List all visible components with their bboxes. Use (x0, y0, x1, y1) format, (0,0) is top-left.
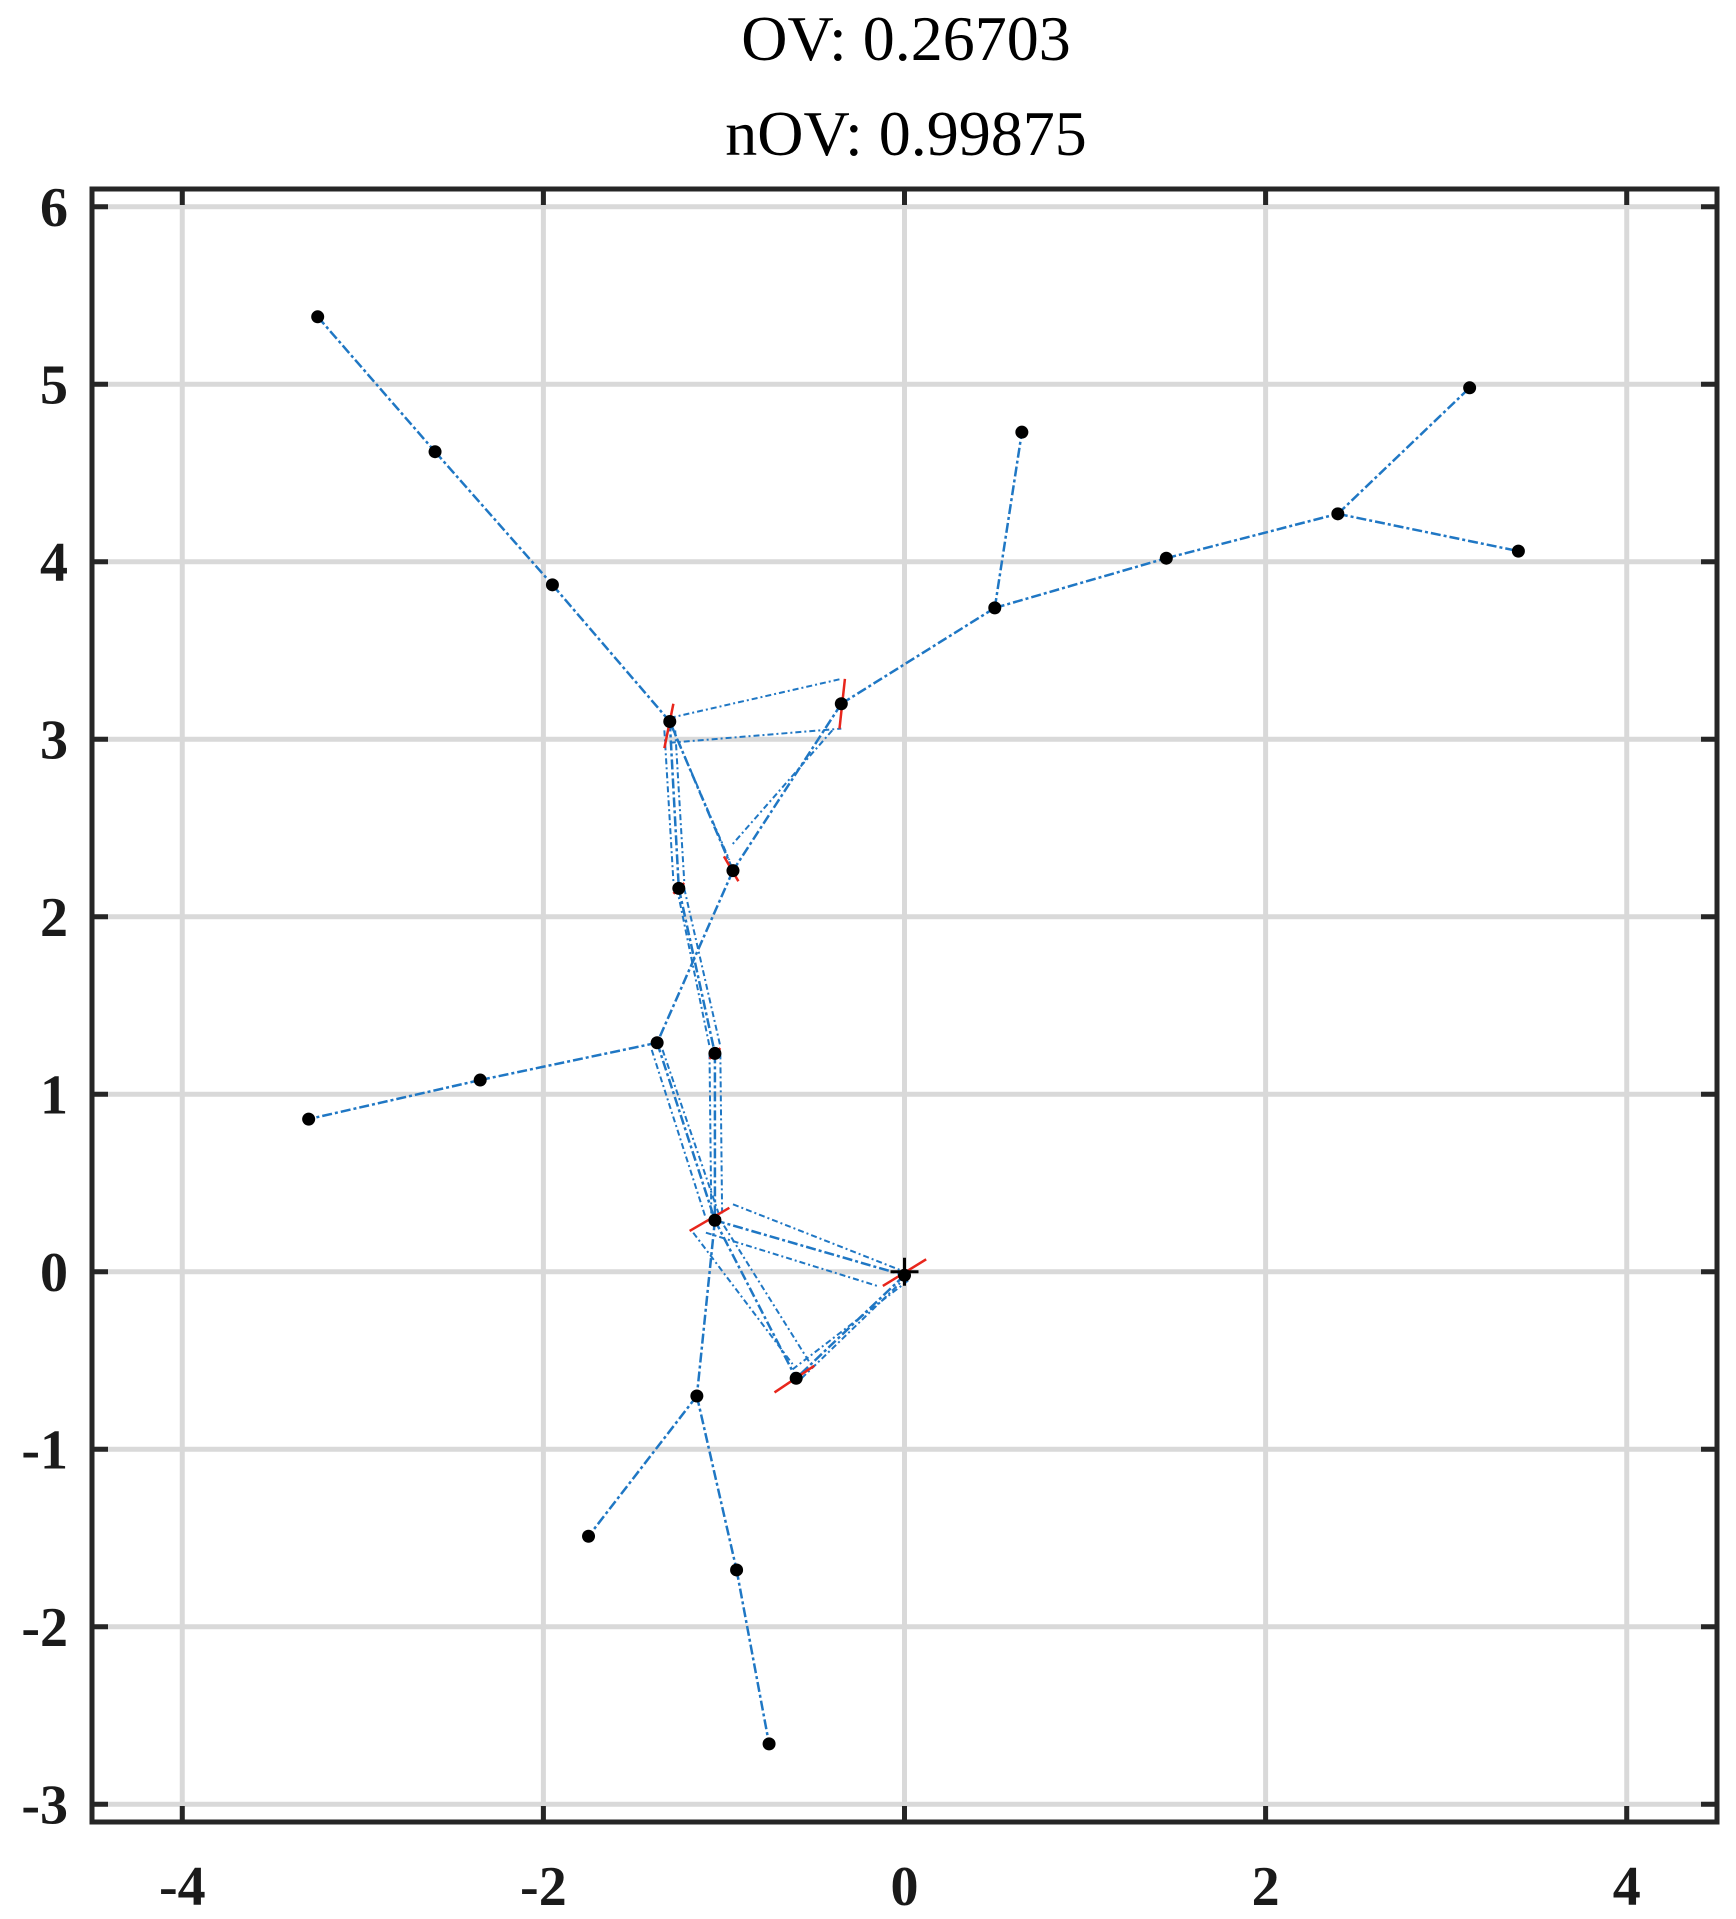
data-point (545, 578, 559, 592)
y-tick-label: -2 (21, 1597, 68, 1659)
chart-title: OV: 0.26703 (741, 3, 1070, 74)
tree-edge (1337, 512, 1519, 553)
tree-edge (1336, 386, 1471, 515)
tree-edge (695, 1395, 738, 1571)
x-tick-label: -2 (520, 1856, 567, 1918)
data-point (1159, 551, 1173, 565)
tree-edge (655, 870, 735, 1044)
tree-edge (713, 1219, 798, 1379)
tree-edge (308, 1078, 481, 1121)
y-tick-label: 2 (40, 887, 68, 949)
loop-line (719, 1053, 724, 1215)
loop-line (708, 1053, 713, 1215)
x-tick-label: 0 (891, 1856, 919, 1918)
tree-edge (551, 584, 671, 723)
x-tick-label: 4 (1613, 1856, 1641, 1918)
data-point (302, 1112, 316, 1126)
loop-line (661, 1049, 722, 1219)
data-point (690, 1389, 704, 1403)
loop-line (674, 730, 686, 882)
data-point (473, 1073, 487, 1087)
data-point (1015, 425, 1029, 439)
data-point (1331, 507, 1345, 521)
loop-line (723, 1225, 812, 1365)
loop-line (676, 888, 711, 1047)
tree-edge (668, 721, 681, 889)
tree-edge (695, 1220, 717, 1397)
y-tick-label: 1 (40, 1064, 68, 1126)
data-point (311, 310, 325, 324)
tree-edge (994, 556, 1167, 610)
x-tick-label: -4 (159, 1856, 206, 1918)
edge-layer (308, 315, 1519, 1745)
y-tick-label: 3 (40, 709, 68, 771)
loop-line (669, 677, 842, 719)
tree-edge (731, 703, 843, 872)
data-point (650, 1036, 664, 1050)
data-point (834, 697, 848, 711)
tree-edge (316, 315, 436, 453)
data-point (789, 1371, 803, 1385)
tree-edge (587, 1395, 698, 1537)
loop-line (669, 727, 842, 744)
tree-edge (993, 431, 1024, 609)
tree-edge (668, 721, 735, 872)
tree-edge (1165, 512, 1339, 560)
data-point (1463, 381, 1477, 395)
tree-edge (479, 1041, 658, 1082)
data-point (730, 1563, 744, 1577)
tree-edge (735, 1569, 771, 1745)
tree-edge (677, 888, 717, 1054)
loop-line (663, 730, 675, 882)
data-point (708, 1046, 722, 1060)
tick-label-layer: -4 -2 0 2 4 -3 -2 -1 0 1 2 3 4 5 6 (21, 177, 1640, 1918)
loop-layer (650, 677, 913, 1379)
tree-edge (714, 1219, 905, 1277)
data-point (663, 715, 677, 728)
loop-line (650, 1049, 707, 1219)
tree-edge (434, 450, 554, 586)
y-tick-label: 4 (40, 532, 68, 594)
tree-edge (655, 1042, 717, 1221)
data-point (762, 1737, 776, 1751)
data-point (672, 881, 686, 895)
data-point (708, 1213, 722, 1227)
loop-line (791, 1279, 909, 1371)
y-tick-label: 6 (40, 177, 68, 239)
y-tick-label: 5 (40, 354, 68, 416)
node-layer (302, 310, 1525, 1751)
x-tick-label: 2 (1252, 1856, 1280, 1918)
data-point (582, 1529, 596, 1543)
data-point (988, 601, 1002, 615)
tree-edge (795, 1274, 906, 1380)
chart-subtitle: nOV: 0.99875 (725, 98, 1086, 169)
y-tick-label: -3 (21, 1774, 68, 1836)
y-tick-label: 0 (40, 1242, 68, 1304)
tree-edge (840, 606, 996, 705)
loop-line (683, 888, 722, 1047)
y-tick-label: -1 (21, 1419, 68, 1481)
data-point (1511, 544, 1525, 558)
axes-layer (89, 186, 1720, 1825)
data-point (428, 445, 442, 459)
loop-line (730, 729, 834, 847)
grid-layer (92, 189, 1717, 1822)
loop-line (732, 1203, 905, 1273)
data-point (726, 864, 740, 878)
loop-line (800, 1271, 913, 1379)
data-point (898, 1268, 911, 1282)
